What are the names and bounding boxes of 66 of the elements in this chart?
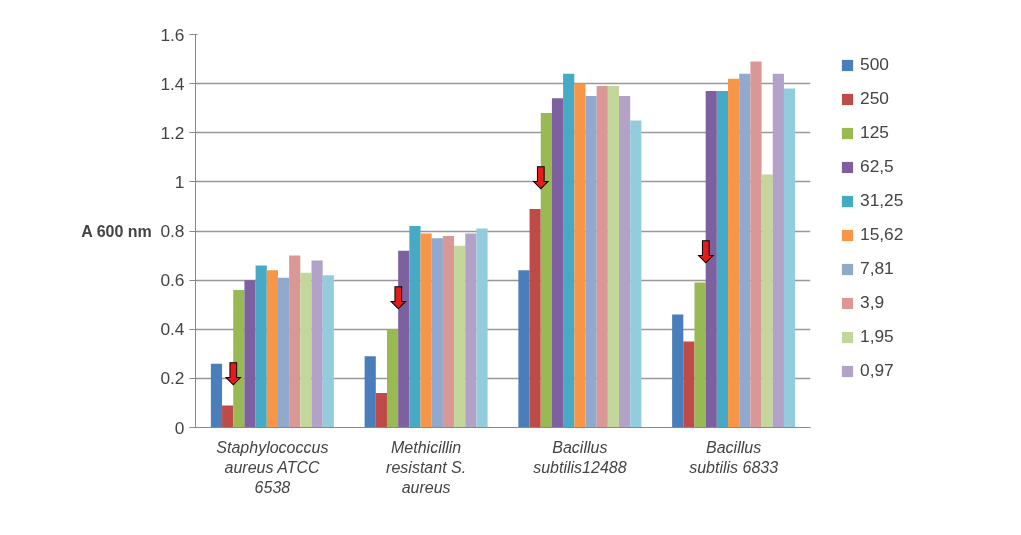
- bar: [607, 86, 620, 428]
- legend-label: 31,25: [860, 190, 905, 211]
- bar: [716, 90, 729, 428]
- bar: [672, 314, 684, 428]
- x-tick-label: Staphylococcus aureus ATCC 6538: [216, 438, 329, 497]
- bar: [518, 270, 530, 428]
- bar: [619, 95, 631, 428]
- bar: [255, 265, 267, 428]
- bar: [476, 228, 488, 428]
- bar: [783, 88, 796, 428]
- bar: [244, 280, 256, 428]
- y-axis-title: A 600 nm: [81, 222, 152, 240]
- bar: [551, 98, 564, 428]
- bar: [409, 226, 421, 428]
- bar: [364, 356, 376, 428]
- legend-label: 1,95: [860, 326, 895, 347]
- bar: [375, 393, 387, 428]
- bar: [574, 83, 586, 428]
- x-tick-label: Methicillin resistant S. aureus: [386, 438, 467, 497]
- bar: [761, 174, 773, 428]
- bar: [694, 282, 706, 428]
- bar: [210, 363, 223, 428]
- bar: [750, 61, 762, 428]
- y-tick-label: 0.6: [160, 270, 185, 291]
- y-tick-label: 1.2: [160, 122, 185, 143]
- bar: [442, 235, 455, 428]
- bar: [277, 277, 290, 428]
- legend-label: 62,5: [860, 156, 895, 177]
- y-tick-label: 0: [174, 417, 185, 438]
- x-tick-label: Bacillus subtilis12488: [533, 438, 627, 476]
- bar: [465, 233, 477, 428]
- bar: [772, 73, 784, 428]
- y-tick-label: 1.4: [160, 73, 185, 94]
- legend-label: 500: [860, 54, 890, 75]
- annotation: ⬇: [528, 160, 554, 195]
- legend-label: 15,62: [860, 224, 905, 245]
- y-tick-label: 1: [174, 171, 185, 192]
- bar: [266, 270, 278, 428]
- y-tick-label: 0.8: [160, 221, 185, 241]
- bar: [322, 275, 334, 428]
- bar: [222, 405, 234, 428]
- legend-label: 125: [860, 122, 890, 143]
- bar: [563, 73, 575, 428]
- y-tick-label: 1.6: [160, 24, 185, 45]
- legend-label: 250: [860, 88, 890, 109]
- bar: [431, 238, 443, 428]
- bar: [683, 341, 695, 428]
- y-tick-label: 0.2: [160, 368, 185, 389]
- legend-label: 3,9: [860, 292, 886, 313]
- bar: [300, 272, 312, 428]
- bar: [728, 78, 740, 428]
- bar: [311, 260, 323, 428]
- bar: [585, 95, 597, 428]
- bar: [289, 255, 301, 428]
- legend-label: 0,97: [860, 360, 895, 381]
- legend-label: 7,81: [860, 258, 895, 279]
- bar: [739, 73, 751, 428]
- bar: [454, 245, 466, 428]
- x-tick-label: Bacillus subtilis 6833: [689, 438, 779, 476]
- bar: [386, 329, 399, 428]
- y-tick-label: 0.4: [160, 319, 185, 340]
- bar: [596, 86, 608, 428]
- bar: [529, 208, 541, 428]
- bar: [630, 120, 642, 428]
- annotation: ⬇: [693, 234, 718, 269]
- bar: [420, 233, 432, 428]
